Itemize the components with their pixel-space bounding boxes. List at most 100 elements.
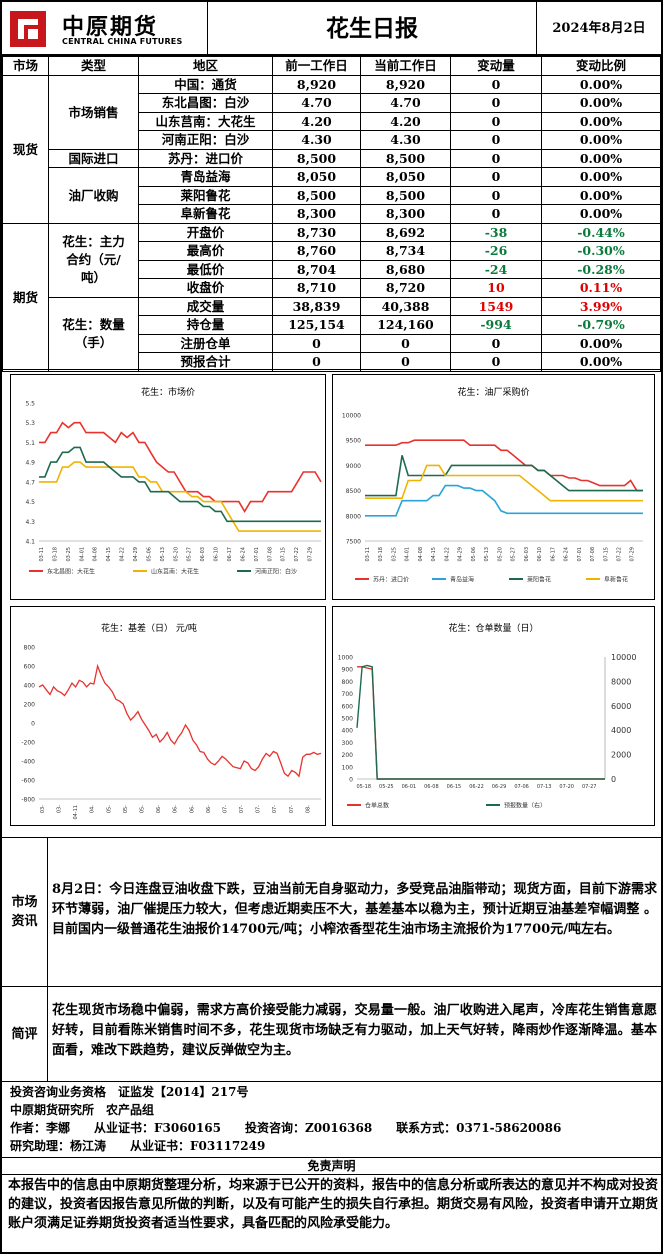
group-futures: 期货 [2,222,49,372]
y-tick-label: 800 [24,645,36,652]
prev-cell: 8,730 [272,222,361,242]
x-tick-label: 05-27 [187,547,193,562]
table-row: 预报合计 0 0 0 0.00% [3,352,661,372]
chart-svg: 5.5 5.3 5.1 4.9 4.7 4.5 4.3 4.1 03-11 03-18 03-25 0… [25,401,322,576]
y-tick-label: 0 [349,777,353,784]
pct-cell: 0.00% [541,93,661,113]
series-line [365,455,643,497]
x-tick-label: 06-10 [537,547,543,562]
series-line [357,666,605,780]
y-tick-label: 1000 [338,655,353,662]
region-cell: 预报合计 [138,352,273,372]
table-row: 阜新鲁花 8,300 8,300 0 0.00% [3,204,661,224]
prev-cell: 8,500 [272,185,361,205]
logo-en-text: CENTRAL CHINA FUTURES [62,37,183,46]
region-cell: 阜新鲁花 [138,204,273,224]
x-tick-label: 07- [272,805,278,813]
pct-cell: 0.00% [541,74,661,94]
y-tick-label: 200 [342,752,354,759]
prev-cell: 8,300 [272,204,361,224]
col-header-market: 市场 [2,56,49,76]
x-tick-label: 07-29 [308,547,314,562]
table-row: 河南正阳：白沙 4.30 4.30 0 0.00% [3,130,661,150]
chart-svg: 800 600 400 200 0 -200 -400 -600 -800 03- 03- 04-11… [21,645,322,820]
y-tick-label: 5.1 [25,440,35,447]
x-tick-label: 05-06 [471,547,477,562]
x-tick-label: 03-25 [66,547,72,562]
legend-label: 青岛益海 [450,576,474,584]
region-cell: 最低价 [138,259,273,279]
author-info: 投资咨询业务资格 证监发【2014】217号 中原期货研究所 农产品组 作者：李… [2,1081,661,1157]
market-info-section: 市场资讯 8月2日：今日连盘豆油收盘下跌，豆油当前无自身驱动力，多受竞品油脂带动… [2,837,661,986]
col-header-region: 地区 [138,56,273,76]
x-tick-label: 07- [222,805,228,813]
x-tick-label: 07-29 [630,547,636,562]
pct-cell: 0.00% [541,204,661,224]
pct-cell: -0.44% [541,222,661,242]
series-line [39,446,321,523]
region-cell: 持仓量 [138,315,273,335]
curr-cell: 0 [360,333,451,353]
prev-cell: 8,050 [272,167,361,187]
group-contract: 花生：主力合约（元/吨） [48,222,139,298]
x-tick-label: 06-01 [402,784,417,790]
chart-title: 花生：油厂采购价 [457,388,530,398]
x-tick-label: 03-11 [365,547,371,562]
charts-area: 花生：市场价 5.5 5.3 5.1 4.9 4.7 4.5 4.3 4.1 03-11 03-1… [2,369,661,837]
logo-mark-icon [10,11,46,47]
table-row: 东北昌图：白沙 4.70 4.70 0 0.00% [3,93,661,113]
pct-cell: 0.00% [541,130,661,150]
region-cell: 东北昌图：白沙 [138,93,273,113]
x-tick-label: 05- [123,805,129,813]
col-header-pct: 变动比例 [541,56,661,76]
series-line [356,664,605,780]
market-info-text: 8月2日：今日连盘豆油收盘下跌，豆油当前无自身驱动力，多受竞品油脂带动；现货方面… [52,882,657,937]
x-tick-label: 07-01 [254,547,260,562]
y-tick-label: 10000 [342,413,361,420]
region-cell: 开盘价 [138,222,273,242]
prev-cell: 8,710 [272,278,361,298]
pct-cell: 0.00% [541,185,661,205]
x-tick-label: 08- [305,805,311,813]
chart-svg: 10000 9500 9000 8500 8000 7500 03-11 03-18 03-25… [342,413,643,584]
pct-cell: -0.79% [541,315,661,335]
chart-svg: 1000900800700600500400300200100010000800… [338,653,637,810]
table-header-row: 市场 类型 地区 前一工作日 当前工作日 变动量 变动比例 [2,56,661,76]
change-cell: 10 [450,278,542,298]
change-cell: 0 [450,130,542,150]
y-tick-label: 0 [31,721,35,728]
pct-cell: 0.00% [541,148,661,168]
prev-cell: 4.30 [272,130,361,150]
table-row: 期货 花生：主力合约（元/吨） 开盘价 8,730 8,692 -38 -0.4… [2,222,661,372]
curr-cell: 4.20 [360,111,451,131]
legend-label: 山东莒南：大花生 [151,568,199,576]
x-tick-label: 05- [106,805,112,813]
y-tick-label: 4.1 [25,539,35,546]
legend-label: 东北昌图：大花生 [47,568,95,576]
series-line [365,464,643,502]
y-tick-label: 200 [24,702,36,709]
y2-tick-label: 8000 [611,677,631,686]
prev-cell: 125,154 [272,315,361,335]
x-tick-label: 07-08 [590,547,596,562]
y-tick-label: 4.9 [25,460,35,467]
y-tick-label: 5.5 [25,401,35,408]
x-tick-label: 07-27 [582,784,597,790]
qualification-line: 投资咨询业务资格 证监发【2014】217号 [10,1085,249,1099]
y2-tick-label: 4000 [611,726,631,735]
x-tick-label: 06-24 [564,547,570,562]
region-cell: 中国：通货 [138,74,273,94]
x-tick-label: 03-18 [378,547,384,562]
y-tick-label: 5.3 [25,420,35,427]
table-row: 油厂收购 青岛益海 8,050 8,050 0 0.00% [3,167,661,224]
x-tick-label: 06-22 [469,784,484,790]
x-tick-label: 03-11 [39,547,45,562]
curr-cell: 8,050 [360,167,451,187]
prev-cell: 38,839 [272,296,361,316]
comment-label: 简评 [2,987,48,1081]
x-tick-label: 04-22 [120,547,126,562]
x-tick-label: 06- [156,805,162,813]
x-tick-label: 05-27 [511,547,517,562]
curr-cell: 8,692 [360,222,451,242]
